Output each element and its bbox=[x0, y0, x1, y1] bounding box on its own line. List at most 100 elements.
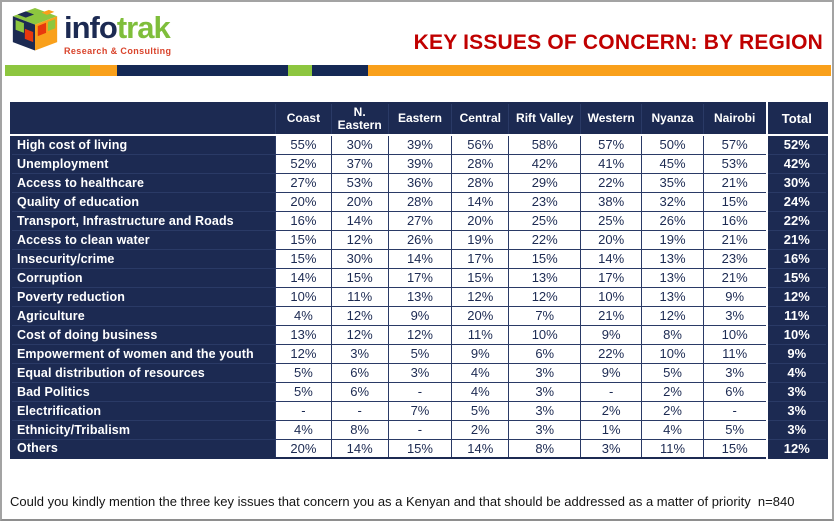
table-cell: 2% bbox=[641, 400, 704, 421]
table-cell: - bbox=[330, 400, 389, 421]
brand-word-info: info bbox=[64, 10, 118, 45]
table-cell: 8% bbox=[330, 419, 389, 440]
table-cell: 30% bbox=[330, 134, 389, 155]
table-cell: 32% bbox=[641, 191, 704, 212]
table-cell: 9% bbox=[579, 324, 643, 345]
table-cell: 15% bbox=[387, 438, 453, 459]
table-row: Access to clean water 15% 12% 26% 19% 22% 20% 1… bbox=[10, 229, 828, 250]
table-cell-total: 4% bbox=[765, 362, 828, 383]
table-cell: 23% bbox=[508, 191, 581, 212]
row-label: Cost of doing business bbox=[10, 324, 277, 345]
table-cell: 6% bbox=[330, 381, 389, 402]
table-cell-total: 3% bbox=[765, 400, 828, 421]
divider-bar-segment bbox=[117, 65, 288, 76]
table-cell-total: 16% bbox=[765, 248, 828, 269]
table-cell: 5% bbox=[387, 343, 453, 364]
table-cell: 20% bbox=[275, 438, 332, 459]
table-cell: 28% bbox=[451, 153, 510, 174]
row-label: Others bbox=[10, 438, 277, 459]
table-cell: 3% bbox=[508, 381, 581, 402]
table-cell: 20% bbox=[330, 191, 389, 212]
table-cell: 28% bbox=[451, 172, 510, 193]
table-cell: 21% bbox=[702, 267, 768, 288]
table-cell: 12% bbox=[508, 286, 581, 307]
table-cell: 6% bbox=[702, 381, 768, 402]
table-cell: 16% bbox=[702, 210, 768, 231]
table-cell: 53% bbox=[702, 153, 768, 174]
table-cell: 12% bbox=[641, 305, 704, 326]
table-cell: 10% bbox=[702, 324, 768, 345]
table-cell: 21% bbox=[579, 305, 643, 326]
table-cell: 13% bbox=[275, 324, 332, 345]
table-cell: 13% bbox=[508, 267, 581, 288]
brand-wordmark: infotrak bbox=[64, 10, 171, 45]
table-cell: 8% bbox=[641, 324, 704, 345]
table-cell: 14% bbox=[451, 191, 510, 212]
row-label: Corruption bbox=[10, 267, 277, 288]
concerns-table-wrap: Coast N. Eastern Eastern Central Rift Valley… bbox=[10, 102, 828, 459]
table-row: Bad Politics 5% 6% -4% 3% -2% 6% 3% bbox=[10, 381, 828, 402]
table-cell: 27% bbox=[387, 210, 453, 231]
table-cell: 17% bbox=[387, 267, 453, 288]
table-cell: 15% bbox=[702, 438, 768, 459]
concerns-by-region-table: Coast N. Eastern Eastern Central Rift Valley… bbox=[10, 102, 828, 459]
table-cell: 4% bbox=[275, 419, 332, 440]
row-label: Ethnicity/Tribalism bbox=[10, 419, 277, 440]
table-row: High cost of living 55% 30% 39% 56% 58% 57% 50%… bbox=[10, 134, 828, 155]
table-row: Others 20% 14% 15% 14% 8% 3% 11% 15% 12% bbox=[10, 438, 828, 459]
table-cell: 9% bbox=[579, 362, 643, 383]
table-cell: 14% bbox=[579, 248, 643, 269]
row-label: Agriculture bbox=[10, 305, 277, 326]
table-cell: 10% bbox=[641, 343, 704, 364]
table-cell: 25% bbox=[508, 210, 581, 231]
table-cell: 15% bbox=[330, 267, 389, 288]
table-cell-total: 3% bbox=[765, 419, 828, 440]
table-cell: 11% bbox=[641, 438, 704, 459]
table-cell: 10% bbox=[508, 324, 581, 345]
divider-bar-segment bbox=[288, 65, 312, 76]
table-cell: 21% bbox=[702, 229, 768, 250]
table-cell: 20% bbox=[579, 229, 643, 250]
table-cell: 28% bbox=[387, 191, 453, 212]
table-cell: 5% bbox=[702, 419, 768, 440]
table-cell: 26% bbox=[387, 229, 453, 250]
table-row: Quality of education 20% 20% 28% 14% 23% 38% 32… bbox=[10, 191, 828, 212]
row-label: Empowerment of women and the youth bbox=[10, 343, 277, 364]
table-cell: 36% bbox=[387, 172, 453, 193]
table-cell: 50% bbox=[641, 134, 704, 155]
table-cell: 37% bbox=[330, 153, 389, 174]
table-cell: 3% bbox=[508, 400, 581, 421]
brand-tagline: Research & Consulting bbox=[64, 45, 172, 56]
table-cell: 15% bbox=[451, 267, 510, 288]
table-cell: 19% bbox=[641, 229, 704, 250]
table-cell: 2% bbox=[451, 419, 510, 440]
table-cell: 11% bbox=[451, 324, 510, 345]
table-cell: 15% bbox=[702, 191, 768, 212]
table-cell: 5% bbox=[641, 362, 704, 383]
column-header-8: Nairobi bbox=[702, 102, 768, 136]
table-cell: 12% bbox=[451, 286, 510, 307]
row-label: Unemployment bbox=[10, 153, 277, 174]
infotrak-cube-icon bbox=[12, 8, 58, 51]
table-cell: 8% bbox=[508, 438, 581, 459]
row-label: Bad Politics bbox=[10, 381, 277, 402]
table-cell: 15% bbox=[275, 248, 332, 269]
table-cell: 9% bbox=[702, 286, 768, 307]
table-corner-cell bbox=[10, 102, 277, 136]
row-label: Quality of education bbox=[10, 191, 277, 212]
table-row: Agriculture 4% 12% 9% 20% 7% 21% 12% 3% 11% bbox=[10, 305, 828, 326]
table-cell-total: 22% bbox=[765, 210, 828, 231]
table-cell: 5% bbox=[275, 362, 332, 383]
table-cell: 57% bbox=[702, 134, 768, 155]
table-cell: 9% bbox=[451, 343, 510, 364]
table-cell: 13% bbox=[641, 248, 704, 269]
survey-question-note: Could you kindly mention the three key i… bbox=[10, 494, 795, 509]
table-cell: 45% bbox=[641, 153, 704, 174]
table-cell-total: 42% bbox=[765, 153, 828, 174]
column-header-2: N. Eastern bbox=[330, 102, 389, 136]
infotrak-logo: infotrak Research & Consulting bbox=[11, 7, 171, 57]
table-cell: 14% bbox=[275, 267, 332, 288]
table-cell: 12% bbox=[330, 305, 389, 326]
column-header-5: Rift Valley bbox=[508, 102, 581, 136]
